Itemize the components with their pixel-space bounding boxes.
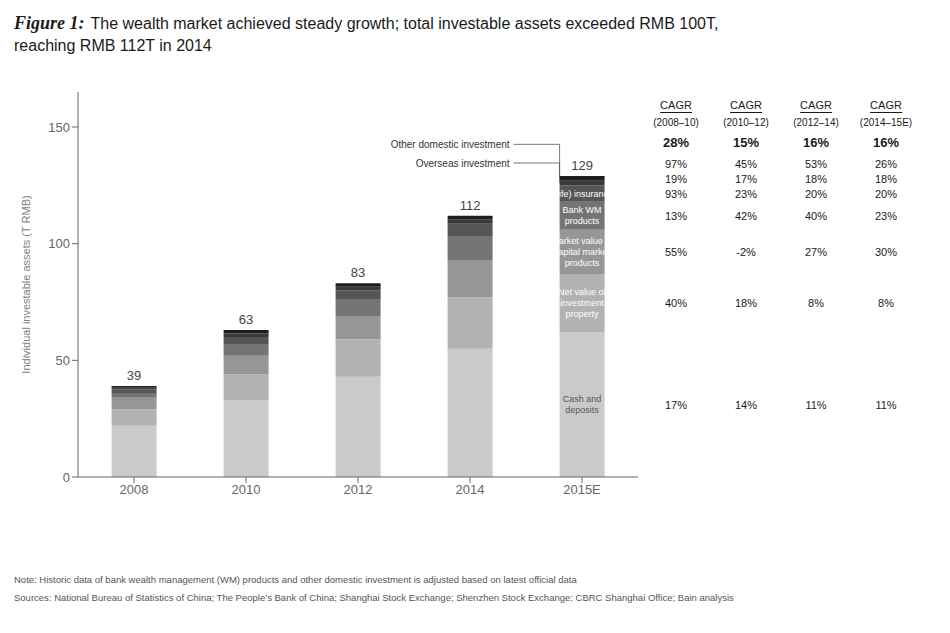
html-text:17%: 17%: [665, 398, 687, 411]
html-text:8%: 8%: [808, 297, 824, 310]
html-text:14%: 14%: [735, 398, 757, 411]
html-text:8%: 8%: [878, 297, 894, 310]
svg-text:Individual investable assets (: Individual investable assets (T RMB): [20, 195, 32, 373]
html-text:18%: 18%: [805, 172, 827, 185]
html-text:CAGR: CAGR: [800, 98, 832, 111]
html-text:(2008–10): (2008–10): [653, 116, 699, 127]
svg-text:Bank WMproducts: Bank WMproducts: [563, 205, 602, 226]
html-text:18%: 18%: [875, 172, 897, 185]
svg-text:83: 83: [351, 265, 365, 280]
html-text:18%: 18%: [735, 297, 757, 310]
svg-text:63: 63: [239, 312, 253, 327]
svg-text:2008: 2008: [120, 482, 149, 497]
svg-text:39: 39: [127, 368, 141, 383]
svg-text:2014: 2014: [456, 482, 485, 497]
svg-text:Other domestic investment: Other domestic investment: [391, 139, 510, 150]
html-text:40%: 40%: [805, 209, 827, 222]
svg-text:150: 150: [48, 120, 70, 135]
html-text:11%: 11%: [875, 398, 897, 411]
html-text:16%: 16%: [803, 134, 829, 149]
html-text:19%: 19%: [665, 172, 687, 185]
html-text:17%: 17%: [735, 172, 757, 185]
html-text:Sources: National Bureau of St: Sources: National Bureau of Statistics o…: [14, 592, 734, 603]
html-text:23%: 23%: [735, 187, 757, 200]
svg-text:Net value ofinvestmentproperty: Net value ofinvestmentproperty: [558, 287, 607, 319]
html-text:55%: 55%: [665, 245, 687, 258]
svg-text:2010: 2010: [232, 482, 261, 497]
html-text:(2014–15E): (2014–15E): [859, 116, 913, 127]
html-text:15%: 15%: [733, 134, 759, 149]
html-text:26%: 26%: [875, 157, 897, 170]
html-text:CAGR: CAGR: [730, 98, 762, 111]
html-text:20%: 20%: [805, 187, 827, 200]
svg-text:2015E: 2015E: [563, 482, 601, 497]
html-text:30%: 30%: [875, 245, 897, 258]
svg-text:Overseas investment: Overseas investment: [416, 158, 510, 169]
html-text:-2%: -2%: [736, 245, 756, 258]
html-text:Note: Historic data of bank we: Note: Historic data of bank wealth manag…: [14, 574, 577, 585]
svg-text:(Life) insurance: (Life) insurance: [551, 189, 613, 199]
html-text:40%: 40%: [665, 297, 687, 310]
svg-text:Cash anddeposits: Cash anddeposits: [563, 394, 602, 415]
svg-text:0: 0: [63, 470, 70, 485]
html-text:CAGR: CAGR: [660, 98, 692, 111]
html-text:20%: 20%: [875, 187, 897, 200]
svg-text:100: 100: [48, 236, 70, 251]
svg-text:112: 112: [460, 198, 481, 213]
html-text:13%: 13%: [665, 209, 687, 222]
html-text:53%: 53%: [805, 157, 827, 170]
html-text:93%: 93%: [665, 187, 687, 200]
html-text:reaching RMB 112T in 2014: reaching RMB 112T in 2014: [14, 37, 212, 54]
html-text:97%: 97%: [665, 157, 687, 170]
html-text:CAGR: CAGR: [870, 98, 902, 111]
svg-text:50: 50: [56, 353, 70, 368]
svg-text:2012: 2012: [344, 482, 373, 497]
html-text:16%: 16%: [873, 134, 899, 149]
html-text:23%: 23%: [875, 209, 897, 222]
svg-text:129: 129: [571, 158, 593, 173]
html-text:11%: 11%: [805, 398, 827, 411]
svg-text:Market value ofcapital marketp: Market value ofcapital marketproducts: [551, 236, 613, 268]
html-text:28%: 28%: [663, 134, 689, 149]
html-text:45%: 45%: [735, 157, 757, 170]
html-text:27%: 27%: [805, 245, 827, 258]
html-text:(2012–14): (2012–14): [793, 116, 839, 127]
html-text:42%: 42%: [735, 209, 757, 222]
html-text:(2010–12): (2010–12): [723, 116, 769, 127]
html-text:Figure 1: The wealth market ac: Figure 1: The wealth market achieved ste…: [14, 13, 719, 33]
